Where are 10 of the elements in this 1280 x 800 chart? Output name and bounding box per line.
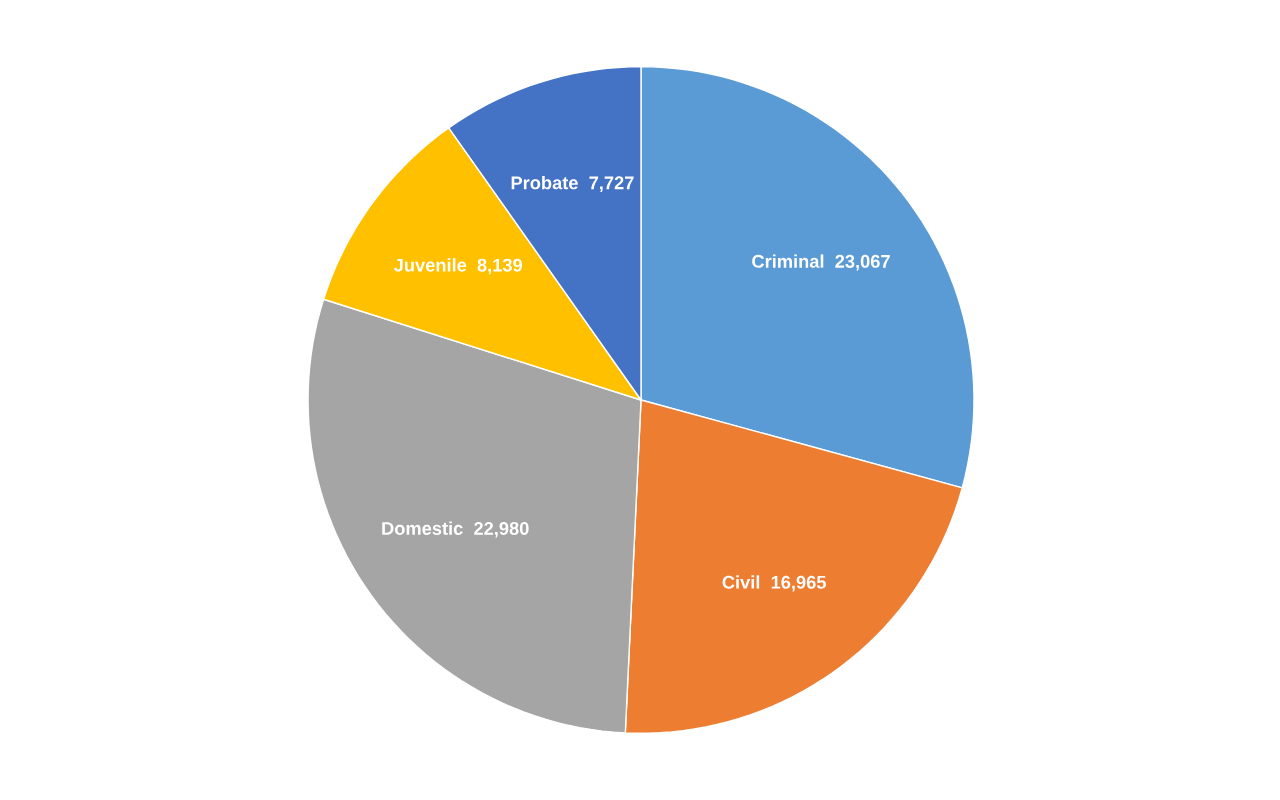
- slice-label: Juvenile: [393, 258, 467, 272]
- slice-label: Probate: [511, 175, 578, 190]
- data-label: 8,139: [477, 258, 523, 275]
- data-label: 16,965: [771, 575, 826, 592]
- data-label: 23,067: [835, 254, 890, 271]
- data-label: 7,727: [589, 176, 634, 192]
- slice-label: Criminal: [752, 254, 824, 268]
- slice-label: Domestic: [382, 521, 463, 535]
- data-label: 22,980: [474, 521, 529, 538]
- slice-label: Civil: [722, 575, 760, 589]
